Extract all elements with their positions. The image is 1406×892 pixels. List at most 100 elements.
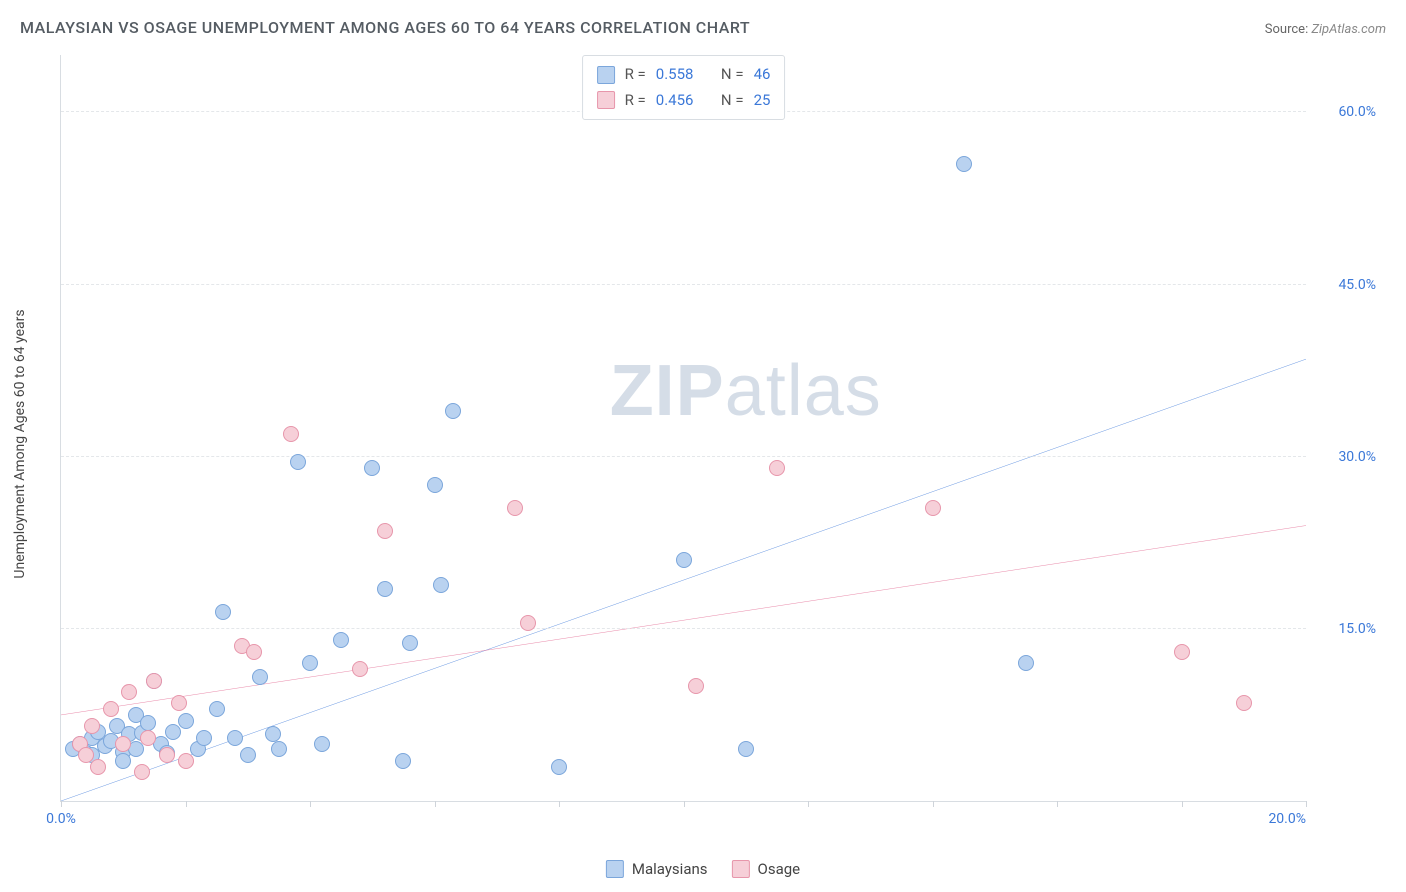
x-tick: [1306, 801, 1307, 807]
trendlines-layer: [61, 55, 1306, 801]
x-tick: [310, 801, 311, 807]
x-tick-label: 20.0%: [1268, 811, 1306, 827]
scatter-point: [445, 403, 461, 419]
legend-item: Malaysians: [606, 860, 708, 878]
stats-legend: R = 0.558 N = 46 R = 0.456 N = 25: [582, 55, 786, 120]
n-value: 25: [754, 88, 771, 114]
scatter-point: [551, 759, 567, 775]
scatter-point: [1174, 644, 1190, 660]
scatter-point: [271, 741, 287, 757]
x-tick: [61, 801, 62, 807]
scatter-point: [215, 604, 231, 620]
gridline-h: [61, 284, 1306, 285]
r-value: 0.456: [656, 88, 694, 114]
scatter-point: [956, 156, 972, 172]
scatter-point: [520, 615, 536, 631]
y-tick-label: 15.0%: [1316, 621, 1376, 637]
r-value: 0.558: [656, 62, 694, 88]
scatter-point: [134, 764, 150, 780]
scatter-point: [1018, 655, 1034, 671]
n-label: N =: [721, 88, 744, 114]
scatter-point: [240, 747, 256, 763]
scatter-point: [246, 644, 262, 660]
scatter-point: [265, 726, 281, 742]
scatter-point: [178, 753, 194, 769]
legend-swatch: [597, 66, 615, 84]
x-tick-label: 0.0%: [46, 811, 76, 827]
plot-region: ZIPatlas R =0.558 N =46R =0.456 N =25 15…: [60, 55, 1306, 802]
x-tick: [808, 801, 809, 807]
x-tick: [684, 801, 685, 807]
chart-title: MALAYSIAN VS OSAGE UNEMPLOYMENT AMONG AG…: [20, 18, 750, 37]
r-label: R =: [625, 88, 646, 114]
gridline-h: [61, 628, 1306, 629]
scatter-point: [115, 753, 131, 769]
x-tick: [1057, 801, 1058, 807]
scatter-point: [769, 460, 785, 476]
scatter-point: [159, 747, 175, 763]
scatter-point: [1236, 695, 1252, 711]
scatter-point: [302, 655, 318, 671]
source-value: ZipAtlas.com: [1311, 22, 1386, 37]
scatter-point: [688, 678, 704, 694]
scatter-point: [90, 759, 106, 775]
scatter-point: [283, 426, 299, 442]
scatter-point: [507, 500, 523, 516]
scatter-point: [146, 673, 162, 689]
scatter-point: [333, 632, 349, 648]
y-axis-title: Unemployment Among Ages 60 to 64 years: [12, 309, 28, 578]
scatter-point: [178, 713, 194, 729]
scatter-point: [433, 577, 449, 593]
scatter-point: [352, 661, 368, 677]
scatter-point: [395, 753, 411, 769]
scatter-point: [103, 701, 119, 717]
scatter-point: [402, 635, 418, 651]
y-tick-label: 60.0%: [1316, 104, 1376, 120]
scatter-point: [121, 684, 137, 700]
scatter-point: [314, 736, 330, 752]
legend-swatch: [597, 91, 615, 109]
scatter-point: [209, 701, 225, 717]
source-label: Source:: [1265, 22, 1308, 37]
x-tick: [559, 801, 560, 807]
scatter-point: [196, 730, 212, 746]
stats-legend-row: R = 0.558 N = 46: [597, 62, 771, 88]
scatter-point: [377, 581, 393, 597]
stats-legend-row: R = 0.456 N = 25: [597, 88, 771, 114]
x-tick: [435, 801, 436, 807]
legend-swatch: [606, 860, 624, 878]
y-tick-label: 30.0%: [1316, 449, 1376, 465]
scatter-point: [84, 718, 100, 734]
source-citation: Source: ZipAtlas.com: [1265, 22, 1386, 37]
scatter-point: [290, 454, 306, 470]
x-tick: [186, 801, 187, 807]
scatter-point: [676, 552, 692, 568]
scatter-point: [252, 669, 268, 685]
n-label: N =: [721, 62, 744, 88]
y-tick-label: 45.0%: [1316, 277, 1376, 293]
x-tick: [1182, 801, 1183, 807]
scatter-point: [140, 715, 156, 731]
scatter-point: [427, 477, 443, 493]
legend-label: Malaysians: [632, 860, 708, 878]
chart-area: Unemployment Among Ages 60 to 64 years Z…: [50, 55, 1386, 832]
scatter-point: [227, 730, 243, 746]
legend-swatch: [732, 860, 750, 878]
scatter-point: [140, 730, 156, 746]
scatter-point: [377, 523, 393, 539]
x-tick: [933, 801, 934, 807]
trendline: [61, 359, 1306, 801]
scatter-point: [364, 460, 380, 476]
n-value: 46: [754, 62, 771, 88]
legend-label: Osage: [758, 860, 801, 878]
series-legend: Malaysians Osage: [606, 860, 800, 878]
gridline-h: [61, 456, 1306, 457]
scatter-point: [171, 695, 187, 711]
scatter-point: [925, 500, 941, 516]
r-label: R =: [625, 62, 646, 88]
scatter-point: [115, 736, 131, 752]
title-bar: MALAYSIAN VS OSAGE UNEMPLOYMENT AMONG AG…: [0, 0, 1406, 37]
legend-item: Osage: [732, 860, 801, 878]
scatter-point: [165, 724, 181, 740]
scatter-point: [738, 741, 754, 757]
